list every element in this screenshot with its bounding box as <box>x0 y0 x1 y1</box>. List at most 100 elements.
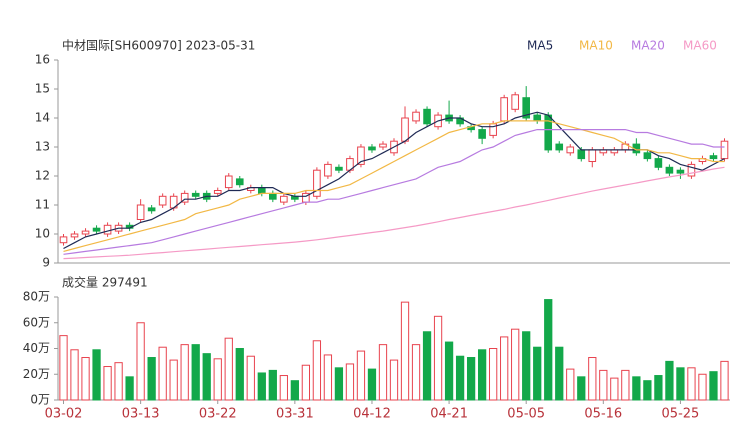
volume-bar <box>433 315 443 401</box>
volume-bar <box>202 353 211 401</box>
y-tick-label: 9 <box>42 256 50 270</box>
x-tick-label: 03-31 <box>276 407 314 422</box>
candle-body <box>158 195 167 206</box>
ma-line <box>63 120 725 252</box>
volume-bar <box>466 357 476 401</box>
x-tick-label: 04-12 <box>353 407 391 422</box>
legend-label: MA20 <box>631 39 665 53</box>
volume-bar <box>81 357 90 401</box>
candle-body <box>665 166 674 174</box>
candle-body <box>720 140 729 160</box>
volume-bar <box>103 366 112 401</box>
y-tick-label: 40万 <box>23 341 50 355</box>
x-tick-label: 05-25 <box>662 407 700 422</box>
volume-bar <box>114 362 123 401</box>
volume-bar <box>632 376 641 401</box>
volume-bar <box>709 371 718 401</box>
volume-title: 成交量 297491 <box>62 275 148 290</box>
candle-body <box>59 236 68 244</box>
volume-bar <box>257 372 266 401</box>
volume-bar <box>356 350 366 401</box>
candle-body <box>588 149 597 162</box>
volume-bar <box>290 380 299 401</box>
candle-body <box>357 146 365 165</box>
volume-bar <box>511 328 520 401</box>
x-tick-label: 04-21 <box>430 407 468 422</box>
y-tick-label: 10 <box>35 227 50 241</box>
candle-body <box>191 192 200 197</box>
volume-bar <box>323 354 333 401</box>
candle-body <box>500 97 508 122</box>
x-tick-label: 03-02 <box>45 407 83 422</box>
candle-body <box>136 204 145 220</box>
ma-line <box>63 129 725 255</box>
volume-bar <box>147 357 156 401</box>
volume-bar <box>654 375 663 401</box>
y-tick-label: 14 <box>35 111 50 125</box>
candle-body <box>280 195 288 203</box>
candle-body <box>313 169 321 197</box>
chart-title: 中材国际[SH600970] 2023-05-31 <box>62 38 255 53</box>
candle-body <box>676 169 685 174</box>
volume-bar <box>312 340 322 401</box>
volume-bar <box>665 360 674 401</box>
volume-bar <box>169 359 178 401</box>
candle-body <box>423 108 431 125</box>
volume-bar <box>301 364 311 401</box>
y-tick-label: 80万 <box>23 290 50 304</box>
candle-body <box>643 152 652 160</box>
volume-bar <box>158 346 167 401</box>
volume-bar <box>477 349 487 401</box>
volume-bar <box>720 360 729 401</box>
candle-body <box>687 163 696 177</box>
volume-bar <box>643 380 652 401</box>
x-tick-label: 03-22 <box>199 407 237 422</box>
volume-bar <box>400 301 410 401</box>
volume-bar <box>191 344 200 401</box>
ma-line <box>63 166 725 260</box>
volume-bar <box>389 359 399 401</box>
volume-bar <box>522 331 531 401</box>
y-tick-label: 16 <box>35 53 50 67</box>
volume-bar <box>489 348 498 401</box>
candle-body <box>335 166 343 171</box>
volume-bar <box>422 331 432 401</box>
y-tick-label: 0万 <box>30 393 50 407</box>
volume-bar <box>235 348 244 401</box>
y-tick-label: 60万 <box>23 315 50 329</box>
candle-body <box>257 187 266 194</box>
candle-body <box>522 97 531 119</box>
y-tick-label: 11 <box>35 198 50 212</box>
x-tick-label: 03-13 <box>122 407 160 422</box>
volume-bar <box>345 363 355 401</box>
candle-body <box>324 163 332 177</box>
x-tick-label: 05-05 <box>507 407 545 422</box>
volume-bar <box>599 369 608 401</box>
legend-label: MA60 <box>683 39 717 53</box>
volume-bar <box>676 367 685 401</box>
candle-body <box>213 190 222 194</box>
volume-bar <box>533 346 542 401</box>
ma-line <box>63 111 725 250</box>
volume-bar <box>279 375 288 401</box>
volume-bar <box>555 346 564 401</box>
volume-bar <box>136 322 145 401</box>
volume-bar <box>224 337 233 401</box>
candle-body <box>379 143 387 148</box>
volume-bar <box>213 358 222 401</box>
volume-bar <box>125 376 134 401</box>
volume-bar <box>444 341 454 401</box>
volume-bar <box>367 368 377 401</box>
volume-bar <box>59 335 68 401</box>
legend-label: MA5 <box>527 39 553 53</box>
candle-body <box>401 117 409 142</box>
legend-label: MA10 <box>579 39 613 53</box>
candle-body <box>92 227 101 232</box>
candle-body <box>180 192 189 203</box>
candle-body <box>566 146 575 154</box>
volume-bar <box>378 344 388 401</box>
candle-body <box>511 94 519 110</box>
candle-body <box>368 146 376 151</box>
volume-bar <box>92 349 101 401</box>
